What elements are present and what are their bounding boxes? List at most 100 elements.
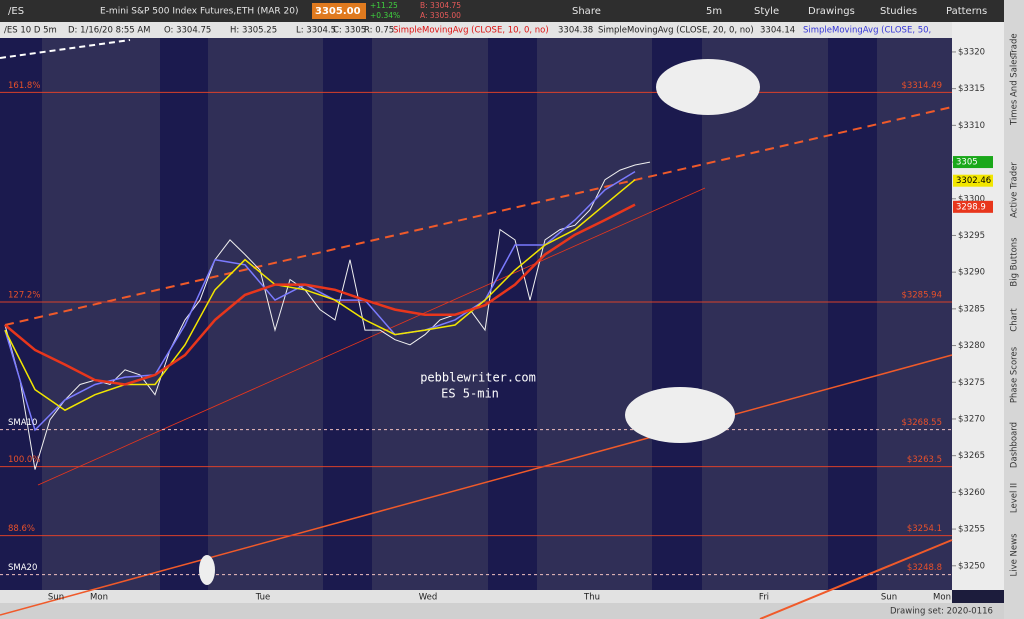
price-line — [4, 203, 636, 386]
footer — [0, 603, 1004, 619]
info-range: R: 0.75 — [364, 26, 394, 36]
toolbar-button[interactable]: Style — [754, 6, 779, 17]
info-high: H: 3305.25 — [230, 26, 277, 36]
annotation: pebblewriter.com — [420, 371, 536, 385]
sma20-label: SimpleMovingAvg (CLOSE, 20, 0, no) — [598, 26, 754, 36]
y-tick-label: $3315 — [958, 84, 985, 94]
price-badge — [953, 200, 993, 213]
trendline — [0, 354, 953, 616]
sidebar-tab[interactable]: Level II — [1010, 483, 1020, 513]
price-badge — [953, 174, 993, 187]
toolbar-button[interactable]: Drawings — [808, 6, 855, 17]
info-chart: /ES 10 D 5m — [4, 26, 57, 36]
price-badge — [953, 156, 993, 169]
sidebar-tab[interactable]: Phase Scores — [1010, 346, 1020, 403]
toolbar-button[interactable]: Share — [572, 6, 601, 17]
y-tick-label: $3285 — [958, 304, 985, 314]
sidebar-tab[interactable]: Big Buttons — [1010, 237, 1020, 287]
y-tick-label: $3275 — [958, 378, 985, 388]
change: +11.25 — [370, 1, 398, 10]
sidebar-tab[interactable]: Live News — [1010, 533, 1020, 577]
session-band — [652, 38, 702, 590]
y-tick-label: $3300 — [958, 194, 985, 204]
toolbar — [0, 0, 1024, 22]
toolbar-button[interactable]: Studies — [880, 6, 917, 17]
trendline — [37, 187, 706, 486]
session-band — [828, 38, 877, 590]
toolbar-button[interactable]: Patterns — [946, 6, 987, 17]
price-badge-label: 3302.46 — [956, 176, 991, 186]
info-low: L: 3304.5 — [296, 26, 336, 36]
info-open: O: 3304.75 — [164, 26, 211, 36]
price-line — [4, 179, 636, 412]
x-tick-label: Mon — [933, 593, 951, 603]
x-tick-label: Sun — [881, 593, 897, 603]
x-tick-label: Sun — [48, 593, 64, 603]
level-label: SMA20 — [8, 563, 37, 573]
level-label: 161.8% — [8, 81, 40, 91]
highlight — [625, 387, 735, 443]
level-value: $3254.1 — [907, 524, 942, 534]
trendline — [0, 39, 131, 59]
level-value: $3248.8 — [907, 563, 942, 573]
price-badge-label: 3305 — [956, 158, 978, 168]
session-band — [0, 38, 42, 590]
sma50-label: SimpleMovingAvg (CLOSE, 50, — [803, 26, 931, 36]
y-tick-label: $3250 — [958, 561, 985, 571]
sma20-value: 3304.14 — [760, 26, 795, 36]
y-tick-label: $3270 — [958, 414, 985, 424]
info-close: C: 3305 — [333, 26, 366, 36]
time-axis — [0, 590, 952, 603]
change-pct: +0.34% — [370, 11, 400, 20]
sidebar-tab[interactable]: Trade — [1010, 33, 1020, 57]
last-price: 3305.00 — [315, 6, 361, 17]
sma10-value: 3304.38 — [558, 26, 593, 36]
x-tick-label: Mon — [90, 593, 108, 603]
sidebar-tab[interactable]: Dashboard — [1010, 422, 1020, 468]
price-line — [4, 170, 636, 432]
ask: A: 3305.00 — [420, 11, 461, 20]
y-tick-label: $3295 — [958, 231, 985, 241]
x-tick-label: Fri — [759, 593, 769, 603]
sidebar — [1004, 0, 1024, 619]
y-tick-label: $3260 — [958, 488, 985, 498]
chart-background — [0, 38, 952, 590]
x-tick-label: Tue — [255, 593, 271, 603]
last-price-box — [312, 3, 366, 19]
level-value: $3268.55 — [901, 418, 942, 428]
trendline — [4, 106, 953, 326]
y-tick-label: $3280 — [958, 341, 985, 351]
highlight — [199, 555, 215, 585]
price-badge-label: 3298.9 — [956, 202, 986, 212]
toolbar-button[interactable]: 5m — [706, 6, 722, 17]
symbol[interactable]: /ES — [8, 6, 24, 17]
level-label: SMA10 — [8, 418, 37, 428]
level-label: 88.6% — [8, 524, 35, 534]
y-tick-label: $3310 — [958, 121, 985, 131]
session-band — [160, 38, 208, 590]
annotation: ES 5-min — [441, 387, 499, 401]
bid: B: 3304.75 — [420, 1, 461, 10]
trendline — [759, 539, 953, 619]
highlight — [656, 59, 760, 115]
info-date: D: 1/16/20 8:55 AM — [68, 26, 151, 36]
sidebar-tab[interactable]: Active Trader — [1010, 162, 1020, 218]
level-label: 100.0% — [8, 455, 40, 465]
y-tick-label: $3255 — [958, 525, 985, 535]
level-label: 127.2% — [8, 290, 40, 300]
sidebar-tab[interactable]: Times And Sales — [1010, 55, 1020, 126]
level-value: $3263.5 — [907, 455, 942, 465]
level-value: $3314.49 — [901, 81, 942, 91]
description: E-mini S&P 500 Index Futures,ETH (MAR 20… — [100, 7, 299, 17]
price-axis — [952, 22, 1004, 590]
y-tick-label: $3290 — [958, 268, 985, 278]
y-tick-label: $3265 — [958, 451, 985, 461]
level-value: $3285.94 — [901, 290, 942, 300]
sidebar-tab[interactable]: Chart — [1010, 308, 1020, 332]
x-tick-label: Wed — [419, 593, 438, 603]
session-band — [488, 38, 537, 590]
y-tick-label: $3320 — [958, 47, 985, 57]
session-band — [323, 38, 372, 590]
